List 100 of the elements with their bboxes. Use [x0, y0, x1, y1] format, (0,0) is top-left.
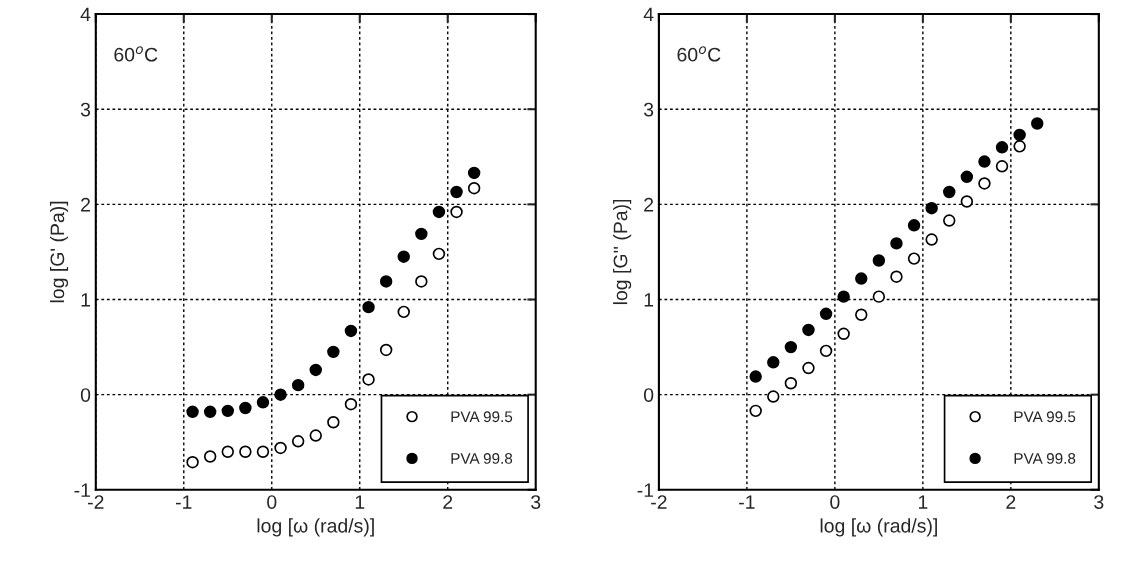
point: [450, 185, 463, 199]
point: [467, 166, 481, 180]
point: [432, 247, 446, 261]
point: [344, 324, 358, 338]
point: [291, 378, 305, 392]
point: [239, 401, 252, 415]
point: [855, 308, 868, 321]
x-tick-label: 1: [355, 495, 365, 509]
point: [397, 250, 410, 263]
point: [467, 181, 481, 195]
point: [1013, 128, 1026, 142]
x-tick-label: -2: [651, 495, 667, 509]
point: [309, 429, 322, 442]
point: [327, 416, 340, 429]
y-axis-title: log [G' (Pa)]: [49, 201, 69, 303]
point: [784, 340, 798, 354]
point: [221, 404, 234, 418]
x-tick-label: 3: [1094, 495, 1104, 509]
x-tick-label: 0: [267, 495, 277, 509]
y-axis-title: log [G'' (Pa)]: [613, 199, 632, 305]
y-tick-label: 0: [643, 388, 654, 402]
point: [784, 377, 798, 390]
point: [802, 361, 815, 375]
point: [943, 214, 956, 227]
point: [397, 305, 410, 319]
point: [327, 345, 340, 359]
legend-label: PVA 99.8: [451, 453, 513, 464]
point: [450, 205, 463, 219]
point: [802, 323, 815, 337]
point: [362, 373, 375, 386]
x-tick-label: 3: [531, 495, 541, 509]
x-tick-label: -1: [739, 495, 755, 509]
point: [960, 170, 974, 183]
point: [1031, 117, 1044, 130]
point: [978, 177, 991, 190]
y-tick-label: 4: [643, 7, 654, 22]
point: [1013, 140, 1026, 153]
point: [855, 272, 868, 285]
point: [890, 237, 903, 250]
point: [925, 201, 938, 215]
legend-label: PVA 99.8: [1014, 453, 1076, 464]
legend-label: PVA 99.5: [451, 411, 513, 423]
y-tick-label: 1: [81, 293, 90, 307]
x-tick-label: -2: [88, 495, 104, 509]
x-tick-label: 0: [830, 495, 840, 509]
point: [872, 290, 886, 303]
point: [309, 363, 322, 377]
point: [415, 275, 428, 288]
point: [995, 160, 1009, 173]
y-tick-label: 4: [80, 7, 91, 22]
y-tick-label: 0: [80, 388, 91, 402]
point: [960, 195, 974, 208]
point: [186, 405, 199, 419]
annotation: 60$^{o}$C: [677, 46, 721, 62]
y-tick-label: 2: [644, 197, 654, 212]
point: [872, 254, 886, 267]
x-tick-label: 2: [443, 495, 453, 509]
point: [221, 445, 234, 458]
x-axis-title: log [ω (rad/s)]: [257, 518, 374, 537]
point: [995, 141, 1009, 154]
point: [943, 185, 956, 199]
point: [291, 435, 305, 448]
point: [432, 205, 446, 219]
point: [978, 155, 991, 168]
point: [925, 233, 938, 246]
point: [767, 390, 780, 403]
point: [379, 275, 393, 288]
point: [344, 397, 358, 411]
y-tick-label: 3: [80, 102, 91, 117]
y-tick-label: -1: [74, 483, 90, 497]
point: [819, 307, 833, 321]
point: [907, 252, 921, 265]
y-tick-label: -1: [637, 483, 654, 497]
x-tick-label: 2: [1006, 495, 1016, 509]
point: [819, 344, 833, 358]
point: [749, 370, 762, 383]
point: [256, 396, 270, 409]
point: [362, 300, 375, 314]
point: [274, 388, 287, 401]
x-tick-label: -1: [176, 495, 192, 509]
y-tick-label: 2: [81, 197, 90, 212]
point: [415, 227, 428, 241]
x-axis-title: log [ω (rad/s)]: [820, 518, 937, 537]
y-tick-label: 1: [644, 293, 654, 307]
point: [239, 445, 252, 458]
x-tick-label: 1: [918, 495, 928, 509]
point: [907, 219, 921, 232]
y-tick-label: 3: [643, 102, 654, 117]
point: [837, 327, 850, 340]
point: [203, 450, 217, 463]
point: [767, 356, 780, 369]
point: [186, 456, 199, 469]
point: [379, 343, 393, 357]
point: [274, 441, 287, 455]
annotation: 60$^{o}$C: [114, 46, 158, 62]
legend-label: PVA 99.5: [1014, 411, 1076, 423]
point: [749, 404, 762, 418]
point: [837, 290, 850, 303]
point: [203, 405, 217, 419]
point: [890, 270, 903, 283]
